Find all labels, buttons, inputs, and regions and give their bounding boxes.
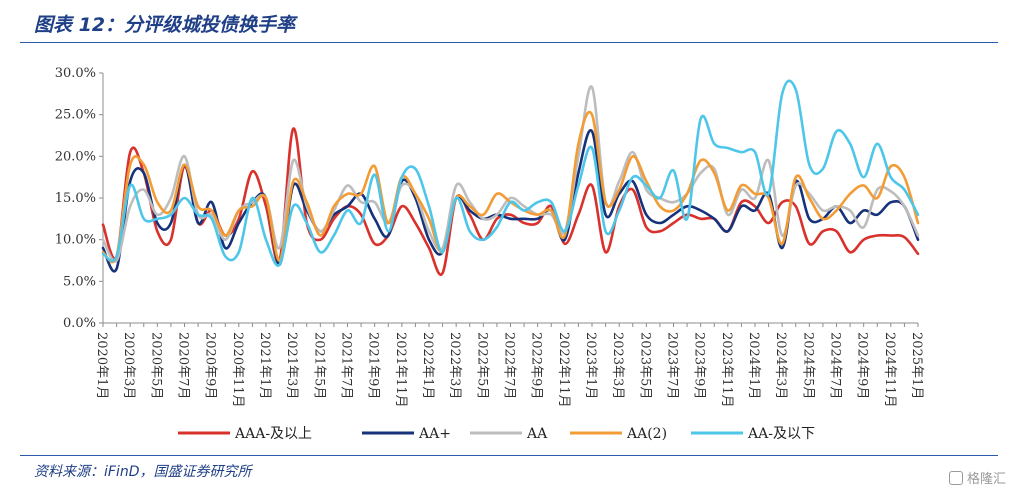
watermark-text: 格隆汇 [966, 472, 1006, 487]
y-tick-label: 0.0% [63, 316, 96, 331]
y-tick-label: 25.0% [55, 108, 96, 123]
y-tick-label: 30.0% [55, 66, 96, 81]
legend-label-5: AA-及以下 [747, 426, 815, 442]
x-tick-label: 2022年5月 [474, 332, 489, 399]
x-tick-label: 2023年3月 [610, 332, 625, 399]
legend-label-4: AA(2) [626, 426, 667, 442]
title-rule [20, 42, 998, 43]
x-tick-label: 2024年1月 [746, 332, 761, 399]
x-tick-label: 2024年5月 [800, 332, 815, 399]
x-tick-label: 2021年3月 [284, 332, 299, 399]
source-rule [20, 455, 998, 456]
x-tick-label: 2024年9月 [855, 332, 870, 399]
x-tick-label: 2021年5月 [311, 332, 326, 399]
y-tick-label: 15.0% [55, 191, 96, 206]
watermark-logo-icon [948, 470, 963, 485]
x-tick-label: 2025年1月 [909, 332, 924, 399]
x-tick-label: 2021年11月 [393, 332, 408, 408]
y-tick-label: 10.0% [55, 233, 96, 248]
figure-title: 图表 12：分评级城投债换手率 [34, 14, 296, 36]
series-line-2 [101, 129, 920, 273]
x-tick-label: 2020年3月 [121, 332, 136, 399]
series-line-5 [101, 79, 920, 267]
x-tick-label: 2023年9月 [692, 332, 707, 399]
x-tick-label: 2023年5月 [637, 332, 652, 399]
x-tick-label: 2022年11月 [556, 332, 571, 408]
x-tick-label: 2024年3月 [773, 332, 788, 399]
x-tick-label: 2022年9月 [529, 332, 544, 399]
source-note: 资料来源：iFinD，国盛证券研究所 [34, 464, 252, 480]
x-tick-label: 2023年7月 [665, 332, 680, 399]
y-tick-label: 20.0% [55, 149, 96, 164]
legend-label-3: AA [526, 426, 548, 442]
x-tick-label: 2022年7月 [502, 332, 517, 399]
x-tick-label: 2020年5月 [148, 332, 163, 399]
watermark: 格隆汇 [948, 468, 1006, 487]
legend: AAA-及以上 AA+ AA AA(2) AA-及以下 [178, 426, 815, 442]
x-tick-label: 2020年1月 [94, 332, 109, 399]
x-tick-label: 2020年9月 [203, 332, 218, 399]
x-tick-label: 2020年11月 [230, 332, 245, 408]
x-tick-label: 2021年7月 [339, 332, 354, 399]
series-layer [101, 79, 920, 276]
x-tick-label: 2024年7月 [828, 332, 843, 399]
x-tick-label: 2021年1月 [257, 332, 272, 399]
x-tick-label: 2022年1月 [420, 332, 435, 399]
x-tick-label: 2023年11月 [719, 332, 734, 408]
axes-layer: 0.0% 5.0% 10.0% 15.0% 20.0% 25.0% 30.0% 2020年1月… [55, 66, 924, 408]
y-tick-label: 5.0% [63, 274, 96, 289]
x-tick-label: 2023年1月 [583, 332, 598, 399]
x-tick-label: 2021年9月 [366, 332, 381, 399]
legend-label-2: AA+ [418, 426, 451, 442]
x-tick-label: 2024年11月 [882, 332, 897, 408]
x-tick-label: 2020年7月 [176, 332, 191, 399]
legend-label-1: AAA-及以上 [234, 426, 312, 442]
x-tick-label: 2022年3月 [447, 332, 462, 399]
